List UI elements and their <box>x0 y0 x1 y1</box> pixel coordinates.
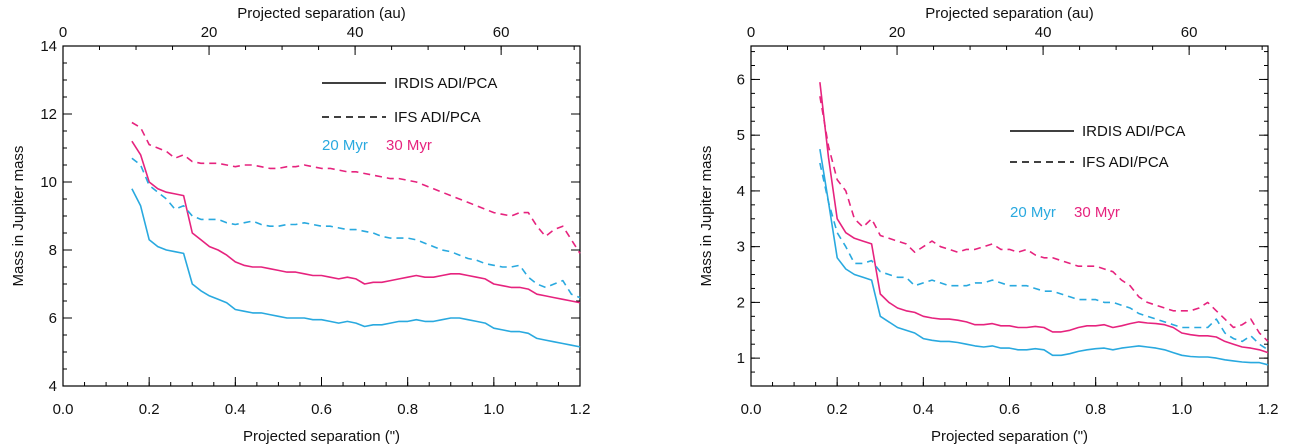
x-tick-label: 0.6 <box>999 401 1020 418</box>
x-axis-title: Projected separation (") <box>243 428 400 445</box>
y-tick-label: 12 <box>40 106 57 123</box>
chart-panel-2: 0.0 0.2 0.4 0.6 0.8 1.0 1.2 0 20 40 60 1 2 3 4 5 6 Projec… <box>698 5 1278 445</box>
series-line-solid-30-myr <box>819 82 1269 354</box>
top-x-tick-label: 40 <box>1035 24 1052 41</box>
series-line-solid-30-myr <box>131 140 581 304</box>
y-tick-label: 8 <box>49 242 57 259</box>
legend: IRDIS ADI/PCA IFS ADI/PCA 20 Myr 30 Myr <box>1010 123 1185 221</box>
top-x-tick-label: 0 <box>59 24 67 41</box>
legend-label-dashed: IFS ADI/PCA <box>394 109 481 126</box>
top-x-tick-label: 0 <box>747 24 755 41</box>
age-label-30myr: 30 Myr <box>386 137 432 154</box>
x-axis-title: Projected separation (") <box>931 428 1088 445</box>
age-label-20myr: 20 Myr <box>1010 204 1056 221</box>
y-tick-label: 2 <box>737 294 745 311</box>
y-tick-label: 1 <box>737 350 745 367</box>
x-tick-label: 1.2 <box>1258 401 1279 418</box>
legend-label-solid: IRDIS ADI/PCA <box>1082 123 1185 140</box>
y-tick-label: 10 <box>40 174 57 191</box>
x-tick-label: 0.4 <box>225 401 246 418</box>
series-line-dashed-30-myr <box>131 121 581 254</box>
y-tick-label: 4 <box>737 183 745 200</box>
x-tick-label: 0.0 <box>53 401 74 418</box>
series-line-solid-20-myr <box>819 148 1269 366</box>
top-x-axis-title: Projected separation (au) <box>237 5 405 22</box>
x-tick-label: 0.2 <box>139 401 160 418</box>
x-tick-label: 0.8 <box>1085 401 1106 418</box>
top-x-tick-label: 20 <box>889 24 906 41</box>
age-label-20myr: 20 Myr <box>322 137 368 154</box>
top-x-tick-label: 60 <box>493 24 510 41</box>
x-tick-label: 0.8 <box>397 401 418 418</box>
y-tick-label: 3 <box>737 239 745 256</box>
y-axis-title: Mass in Jupiter mass <box>10 146 27 287</box>
y-tick-label: 5 <box>737 127 745 144</box>
series-line-dashed-30-myr <box>819 96 1269 342</box>
series-line-dashed-20-myr <box>819 162 1269 351</box>
y-tick-label: 14 <box>40 38 57 55</box>
chart-panel-1: 0.0 0.2 0.4 0.6 0.8 1.0 1.2 0 20 40 60 4 6 8 10 12 14 Pro… <box>10 5 590 445</box>
y-tick-label: 6 <box>49 310 57 327</box>
top-x-axis-title: Projected separation (au) <box>925 5 1093 22</box>
x-tick-label: 0.2 <box>827 401 848 418</box>
x-tick-label: 1.2 <box>570 401 591 418</box>
plot-frame <box>62 45 581 387</box>
y-axis-title: Mass in Jupiter mass <box>698 146 715 287</box>
x-tick-label: 0.4 <box>913 401 934 418</box>
legend-label-dashed: IFS ADI/PCA <box>1082 154 1169 171</box>
series-line-dashed-20-myr <box>131 157 581 299</box>
top-x-tick-label: 60 <box>1181 24 1198 41</box>
top-x-tick-label: 40 <box>347 24 364 41</box>
x-tick-label: 0.0 <box>741 401 762 418</box>
legend: IRDIS ADI/PCA IFS ADI/PCA 20 Myr 30 Myr <box>322 75 497 154</box>
y-tick-label: 4 <box>49 378 57 395</box>
x-tick-label: 0.6 <box>311 401 332 418</box>
x-tick-label: 1.0 <box>1171 401 1192 418</box>
series-line-solid-20-myr <box>131 188 581 348</box>
top-x-tick-label: 20 <box>201 24 218 41</box>
legend-label-solid: IRDIS ADI/PCA <box>394 75 497 92</box>
age-label-30myr: 30 Myr <box>1074 204 1120 221</box>
x-tick-label: 1.0 <box>483 401 504 418</box>
y-tick-label: 6 <box>737 71 745 88</box>
